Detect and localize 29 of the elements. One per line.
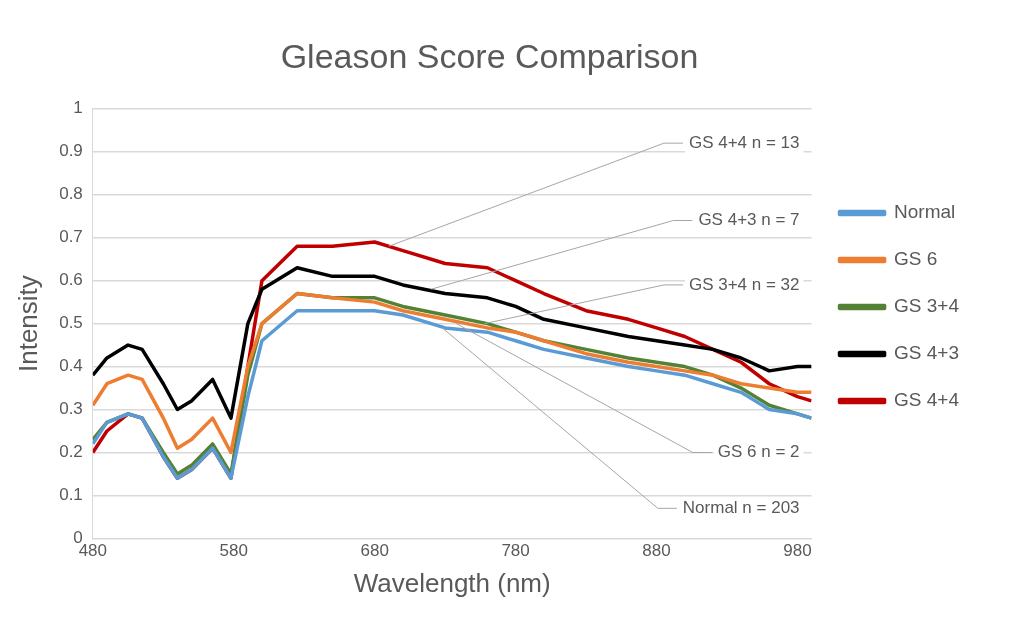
annotation: Normal n = 203 <box>682 498 800 518</box>
legend-label: GS 4+4 <box>894 389 960 411</box>
y-tick-label: 0.6 <box>59 270 83 290</box>
x-tick-label: 680 <box>360 541 389 561</box>
y-tick-label: 0.9 <box>59 141 83 161</box>
x-tick-label: 880 <box>642 541 671 561</box>
legend-label: GS 3+4 <box>894 295 960 317</box>
y-tick-label: 0.2 <box>59 442 83 462</box>
annotation: GS 4+4 n = 13 <box>688 132 800 152</box>
annotation: GS 4+3 n = 7 <box>698 210 800 230</box>
y-tick-label: 0.7 <box>59 227 83 247</box>
y-tick-label: 0.8 <box>59 184 83 204</box>
y-tick-label: 0.3 <box>59 399 83 419</box>
x-tick-label: 780 <box>501 541 530 561</box>
y-tick-label: 0.5 <box>59 313 83 333</box>
chart-title: Gleason Score Comparison <box>280 36 699 75</box>
x-tick-label: 580 <box>219 541 248 561</box>
y-axis-title: Intensity <box>12 275 43 373</box>
y-tick-label: 0.1 <box>59 485 83 505</box>
legend-label: GS 6 <box>894 248 938 270</box>
x-tick-label: 980 <box>783 541 812 561</box>
annotation: GS 6 n = 2 <box>717 442 800 462</box>
y-tick-label: 1 <box>73 98 83 118</box>
y-tick-label: 0.4 <box>59 356 83 376</box>
legend-label: GS 4+3 <box>894 342 960 364</box>
legend-label: Normal <box>894 201 956 223</box>
x-axis-title: Wavelength (nm) <box>353 567 551 598</box>
annotation: GS 3+4 n = 32 <box>688 274 800 294</box>
y-tick-label: 0 <box>73 528 83 548</box>
